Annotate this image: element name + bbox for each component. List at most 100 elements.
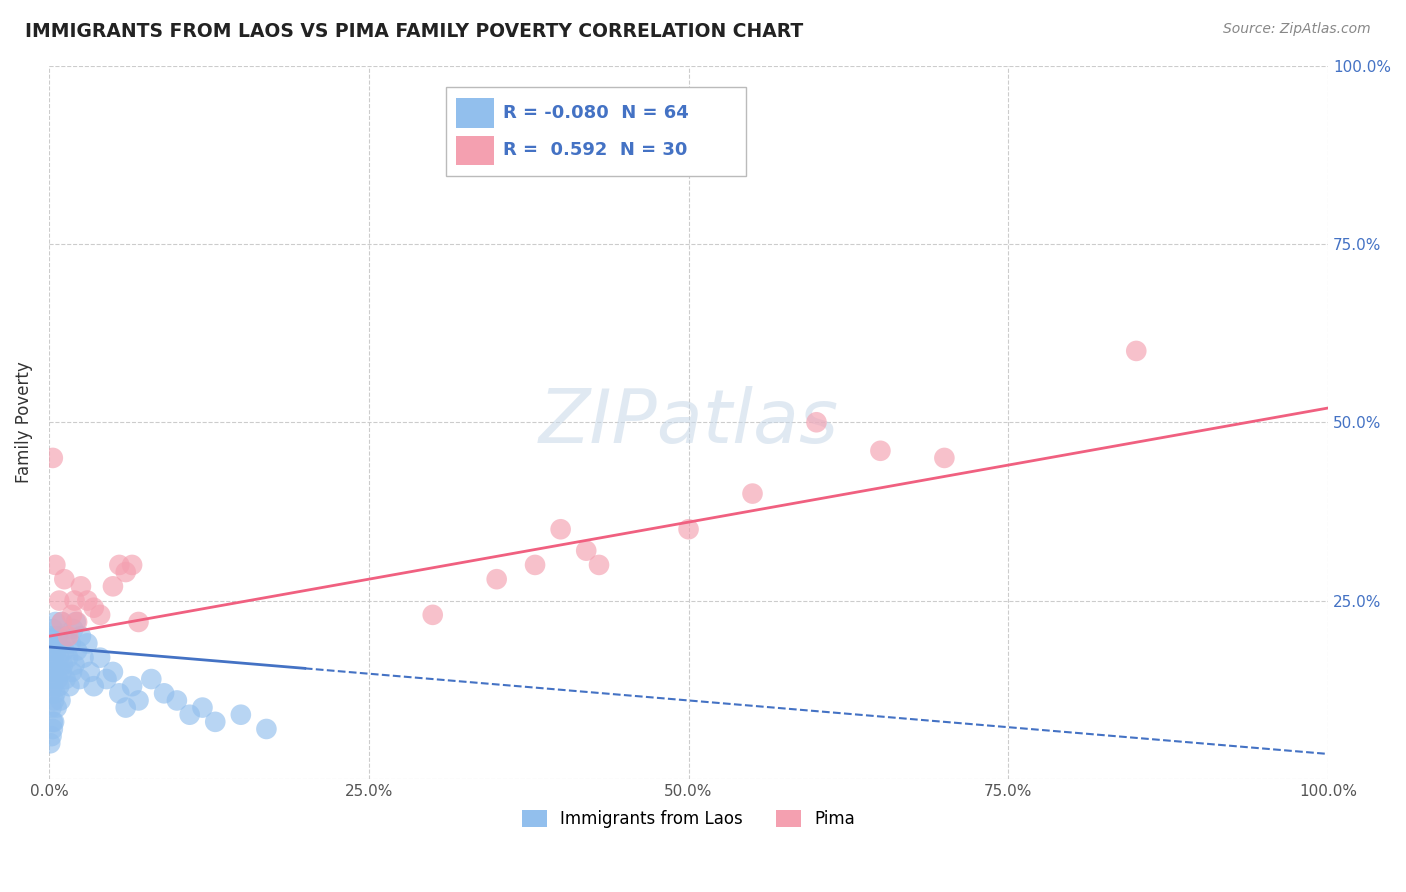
FancyBboxPatch shape	[456, 98, 494, 128]
Point	[575, 543, 598, 558]
Point	[229, 707, 252, 722]
Point	[128, 693, 150, 707]
Point	[42, 679, 65, 693]
Point	[41, 629, 63, 643]
Point	[66, 643, 89, 657]
Point	[76, 636, 98, 650]
Y-axis label: Family Poverty: Family Poverty	[15, 361, 32, 483]
Point	[83, 600, 105, 615]
Point	[48, 593, 70, 607]
Point	[41, 672, 63, 686]
Point	[55, 672, 77, 686]
Point	[101, 665, 124, 679]
Point	[66, 615, 89, 629]
Text: ZIPatlas: ZIPatlas	[538, 386, 838, 458]
Point	[48, 650, 70, 665]
Point	[741, 486, 763, 500]
Point	[52, 657, 75, 672]
Point	[60, 607, 83, 622]
Point	[550, 522, 572, 536]
Point	[42, 714, 65, 729]
Point	[89, 607, 111, 622]
Point	[53, 572, 76, 586]
Point	[42, 722, 65, 736]
Point	[869, 443, 891, 458]
Point	[65, 615, 87, 629]
Point	[70, 579, 93, 593]
Point	[39, 643, 62, 657]
Point	[44, 657, 66, 672]
FancyBboxPatch shape	[446, 87, 747, 176]
Point	[114, 565, 136, 579]
Point	[485, 572, 508, 586]
Point	[422, 607, 444, 622]
Point	[56, 629, 79, 643]
Point	[51, 615, 73, 629]
Point	[63, 657, 86, 672]
Point	[39, 736, 62, 750]
Point	[46, 672, 69, 686]
Point	[254, 722, 277, 736]
Point	[1125, 343, 1147, 358]
Point	[39, 686, 62, 700]
Point	[51, 615, 73, 629]
Point	[46, 629, 69, 643]
Point	[44, 686, 66, 700]
Point	[588, 558, 610, 572]
Point	[48, 679, 70, 693]
Point	[79, 665, 101, 679]
Point	[204, 714, 226, 729]
Point	[141, 672, 163, 686]
Point	[60, 665, 83, 679]
Point	[678, 522, 700, 536]
Point	[42, 693, 65, 707]
Point	[53, 643, 76, 657]
Point	[524, 558, 547, 572]
Point	[49, 636, 72, 650]
Point	[121, 558, 143, 572]
Point	[58, 679, 80, 693]
Text: R = -0.080  N = 64: R = -0.080 N = 64	[503, 103, 689, 121]
Point	[114, 700, 136, 714]
Point	[56, 629, 79, 643]
Legend: Immigrants from Laos, Pima: Immigrants from Laos, Pima	[515, 804, 862, 835]
Point	[128, 615, 150, 629]
Text: R =  0.592  N = 30: R = 0.592 N = 30	[503, 142, 688, 160]
Point	[89, 650, 111, 665]
Point	[83, 679, 105, 693]
Point	[49, 693, 72, 707]
Point	[121, 679, 143, 693]
Point	[191, 700, 214, 714]
Point	[42, 714, 65, 729]
Text: Source: ZipAtlas.com: Source: ZipAtlas.com	[1223, 22, 1371, 37]
Point	[41, 729, 63, 743]
FancyBboxPatch shape	[456, 136, 494, 165]
Point	[42, 450, 65, 465]
Point	[56, 650, 79, 665]
Point	[108, 686, 131, 700]
Point	[101, 579, 124, 593]
Point	[70, 629, 93, 643]
Point	[806, 415, 828, 429]
Point	[72, 650, 94, 665]
Point	[42, 636, 65, 650]
Text: IMMIGRANTS FROM LAOS VS PIMA FAMILY POVERTY CORRELATION CHART: IMMIGRANTS FROM LAOS VS PIMA FAMILY POVE…	[25, 22, 804, 41]
Point	[934, 450, 956, 465]
Point	[42, 665, 65, 679]
Point	[42, 622, 65, 636]
Point	[76, 593, 98, 607]
Point	[153, 686, 176, 700]
Point	[39, 665, 62, 679]
Point	[45, 643, 67, 657]
Point	[51, 665, 73, 679]
Point	[108, 558, 131, 572]
Point	[179, 707, 201, 722]
Point	[41, 700, 63, 714]
Point	[62, 622, 84, 636]
Point	[44, 558, 66, 572]
Point	[63, 593, 86, 607]
Point	[44, 615, 66, 629]
Point	[45, 700, 67, 714]
Point	[96, 672, 118, 686]
Point	[69, 672, 91, 686]
